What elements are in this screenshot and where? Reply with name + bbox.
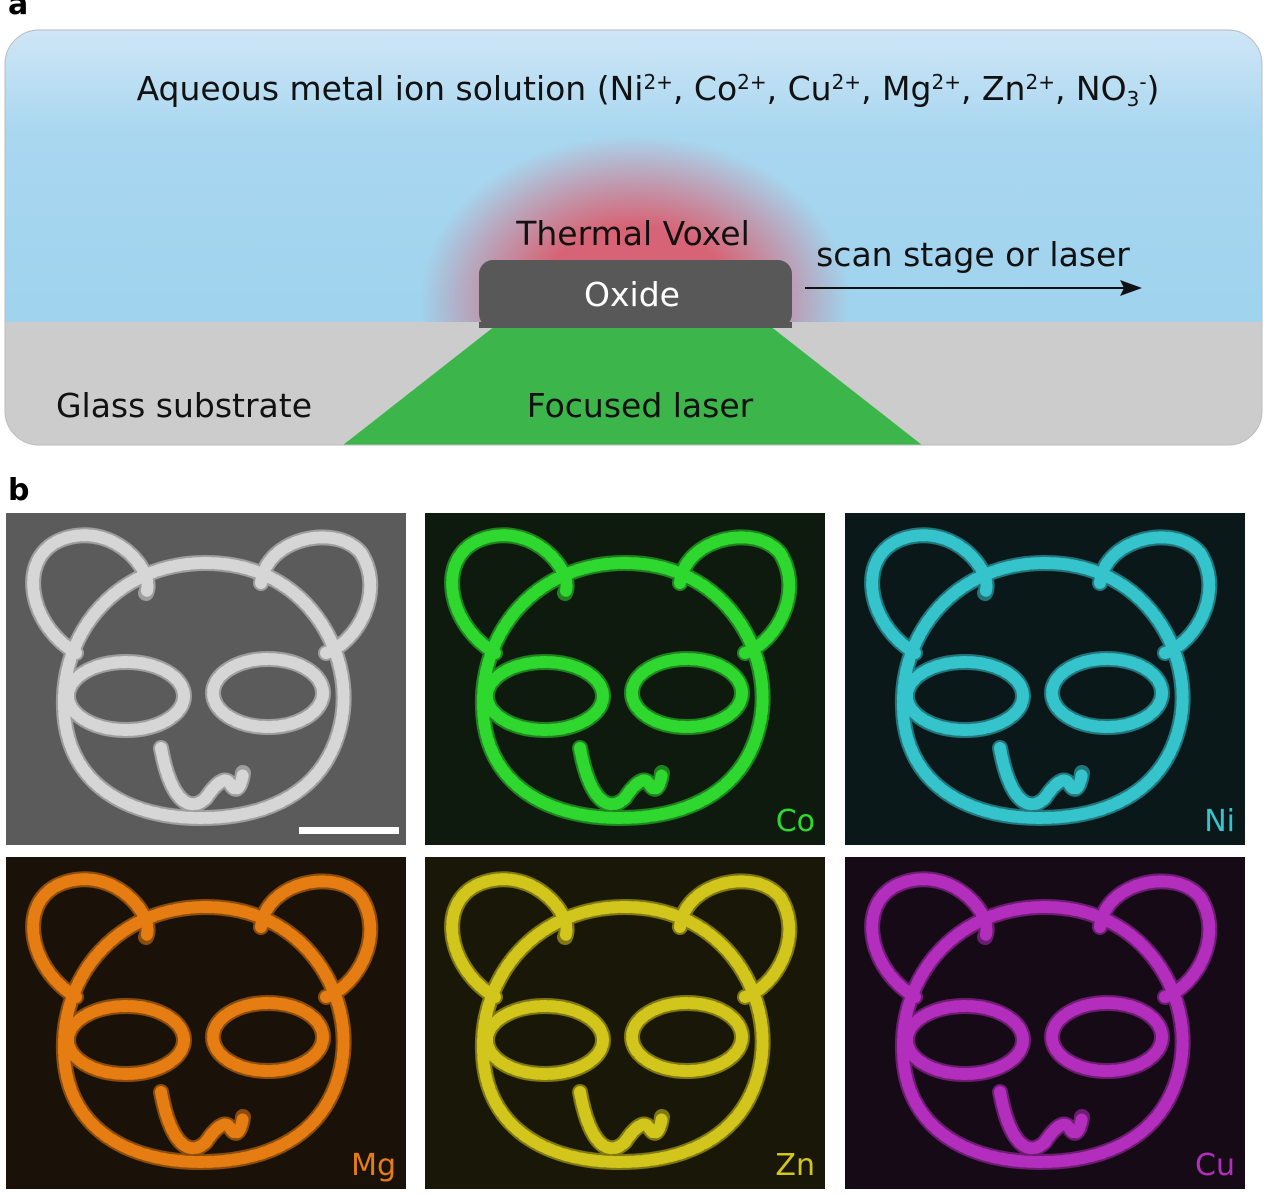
- laser-cone: [343, 322, 922, 445]
- schematic-border: [4, 29, 1263, 446]
- element-map: Ni: [845, 513, 1245, 845]
- solution-label: Aqueous metal ion solution (Ni2+, Co2+, …: [137, 69, 1160, 111]
- element-map: Zn: [425, 857, 825, 1189]
- solution-segment: 3: [1127, 87, 1140, 111]
- laser-label: Focused laser: [527, 386, 754, 425]
- solution-segment: 2+: [643, 70, 672, 94]
- sem-image: [6, 513, 406, 845]
- micrograph-grid: Co Ni Mg Zn Cu: [6, 513, 1245, 1189]
- solution-segment: ): [1147, 69, 1160, 108]
- solution-segment: 2+: [737, 70, 766, 94]
- solution-segment: Aqueous metal ion solution (Ni: [137, 69, 644, 108]
- thermal-voxel-label: Thermal Voxel: [515, 214, 750, 253]
- substrate-label: Glass substrate: [56, 386, 312, 425]
- oxide-base: [479, 322, 792, 328]
- solution-segment: 2+: [1025, 70, 1054, 94]
- solution-segment: , Mg: [861, 69, 931, 108]
- oxide-label: Oxide: [584, 275, 680, 314]
- element-label: Ni: [1204, 804, 1235, 839]
- element-label: Cu: [1195, 1148, 1235, 1183]
- panel-label: b: [8, 473, 29, 508]
- element-map: Cu: [845, 857, 1245, 1189]
- element-map: Co: [425, 513, 825, 845]
- panel-label: a: [8, 0, 28, 22]
- oxide-block: [479, 260, 792, 328]
- solution-segment: , Zn: [961, 69, 1026, 108]
- solution-segment: -: [1139, 70, 1146, 94]
- element-label: Co: [776, 804, 815, 839]
- element-label: Zn: [775, 1148, 815, 1183]
- scan-label: scan stage or laser: [816, 235, 1130, 274]
- solution-segment: , NO: [1055, 69, 1127, 108]
- solution-segment: 2+: [832, 70, 861, 94]
- solution-segment: , Co: [673, 69, 737, 108]
- scan-arrow-head: [1120, 280, 1142, 296]
- scale-bar: [299, 827, 399, 834]
- solution-segment: , Cu: [767, 69, 832, 108]
- element-label: Mg: [351, 1148, 396, 1183]
- element-map: Mg: [6, 857, 406, 1189]
- solution-segment: 2+: [931, 70, 960, 94]
